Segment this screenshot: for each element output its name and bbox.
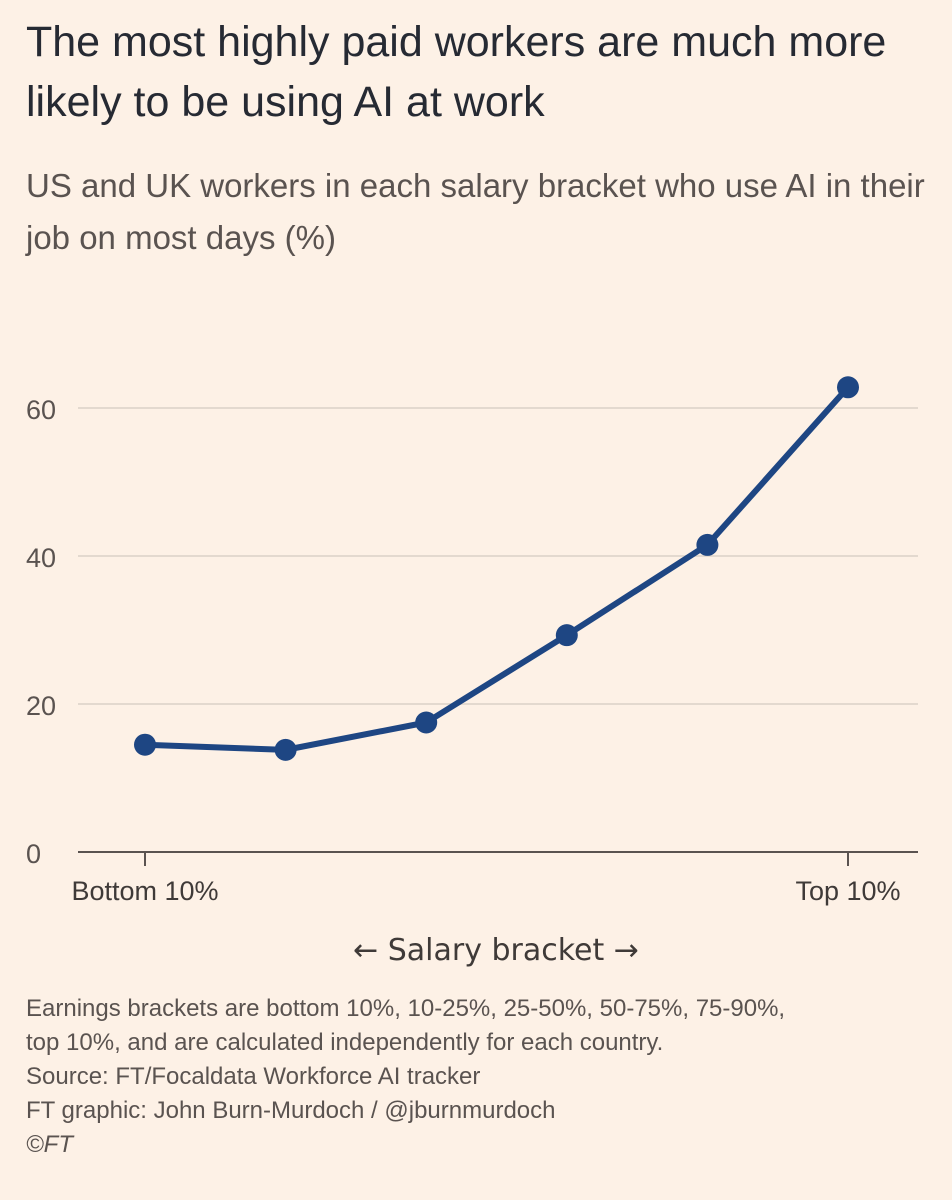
graphic-credit: FT graphic: John Burn-Murdoch / @jburnmu… (26, 1097, 556, 1124)
chart-subtitle: US and UK workers in each salary bracket… (26, 167, 925, 256)
footnote-line-2: top 10%, and are calculated independentl… (26, 1029, 664, 1056)
y-tick-label-60: 60 (26, 395, 56, 425)
footnote-line-1: Earnings brackets are bottom 10%, 10-25%… (26, 995, 786, 1022)
y-axis-ticks: 0 20 40 60 (26, 395, 56, 869)
source-note: Source: FT/Focaldata Workforce AI tracke… (26, 1063, 481, 1090)
line-chart: 0 20 40 60 Bottom 10% Top 10% ← Salary bracke… (26, 376, 918, 968)
chart-title: The most highly paid workers are much mo… (26, 18, 887, 126)
x-tick-label-top: Top 10% (795, 876, 900, 906)
x-axis: Bottom 10% Top 10% ← Salary bracket → (71, 851, 918, 968)
y-tick-label-20: 20 (26, 691, 56, 721)
data-point-0 (134, 733, 156, 756)
data-point-2 (415, 711, 438, 734)
data-point-3 (555, 624, 578, 647)
data-point-4 (696, 533, 719, 556)
y-tick-label-40: 40 (26, 543, 56, 573)
series-line (142, 384, 851, 753)
copyright: ©FT (26, 1131, 74, 1158)
chart-footer: Earnings brackets are bottom 10%, 10-25%… (26, 992, 936, 1162)
data-point-1 (274, 738, 297, 761)
y-tick-label-0: 0 (26, 839, 41, 869)
series-line-path (142, 384, 851, 753)
x-tick-label-bottom: Bottom 10% (71, 876, 218, 906)
grid-lines (78, 407, 918, 705)
series-points (134, 376, 859, 761)
data-point-5 (837, 376, 859, 399)
x-axis-label: ← Salary bracket → (353, 933, 639, 968)
